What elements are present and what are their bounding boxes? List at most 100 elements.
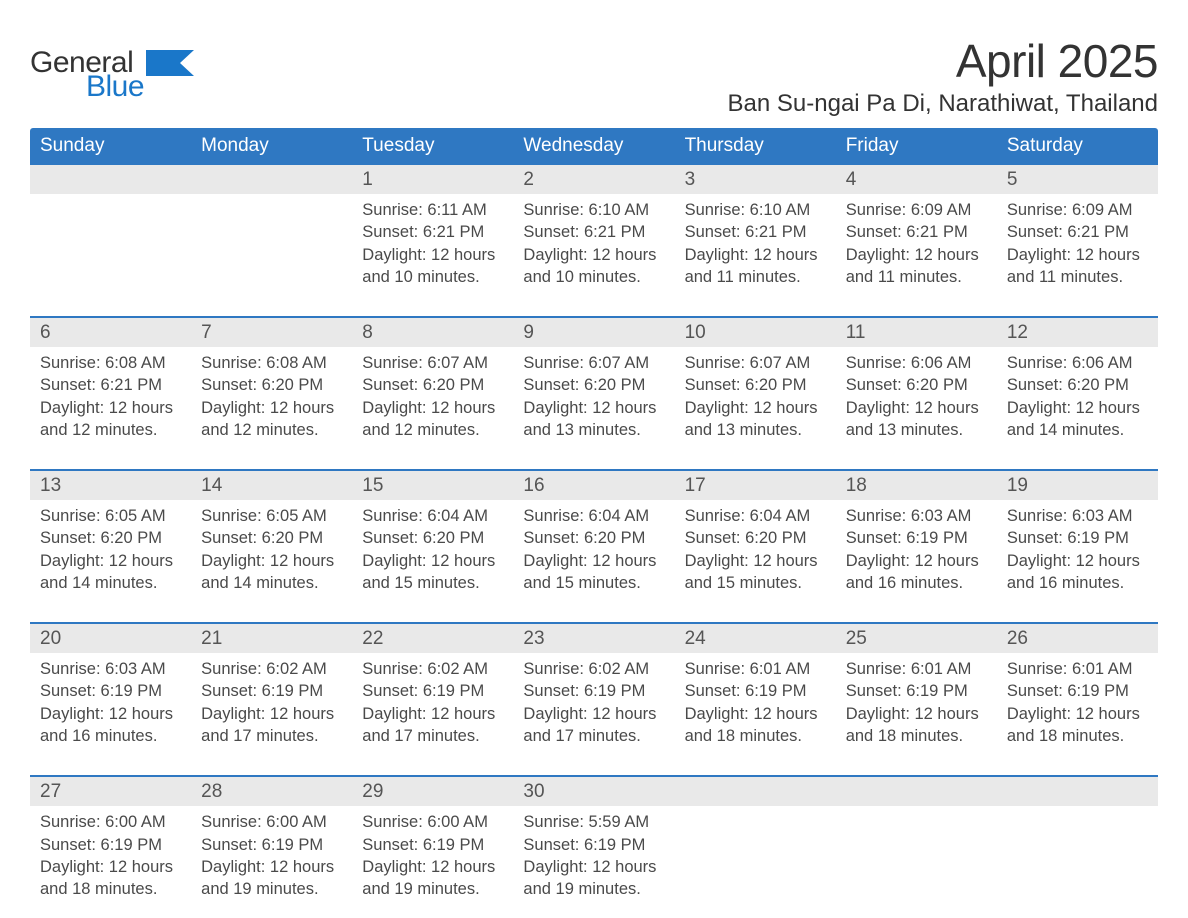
day-sunrise: Sunrise: 6:10 AM xyxy=(523,199,664,221)
day-details-cell: Sunrise: 6:07 AMSunset: 6:20 PMDaylight:… xyxy=(675,347,836,469)
day-details-cell: Sunrise: 6:00 AMSunset: 6:19 PMDaylight:… xyxy=(30,806,191,912)
day-sunset: Sunset: 6:20 PM xyxy=(846,374,987,396)
day-dl2: and 19 minutes. xyxy=(201,878,342,900)
day-sunset: Sunset: 6:20 PM xyxy=(40,527,181,549)
day-dl2: and 15 minutes. xyxy=(362,572,503,594)
day-sunrise: Sunrise: 6:02 AM xyxy=(362,658,503,680)
day-number-cell: 25 xyxy=(836,624,997,653)
day-details-row: Sunrise: 6:11 AMSunset: 6:21 PMDaylight:… xyxy=(30,194,1158,316)
day-sunset: Sunset: 6:19 PM xyxy=(846,680,987,702)
weekday-thursday: Thursday xyxy=(675,128,836,165)
day-sunset: Sunset: 6:21 PM xyxy=(523,221,664,243)
day-number-cell xyxy=(30,165,191,194)
day-number-cell: 10 xyxy=(675,318,836,347)
day-sunset: Sunset: 6:19 PM xyxy=(201,680,342,702)
day-dl1: Daylight: 12 hours xyxy=(40,703,181,725)
day-number-cell: 12 xyxy=(997,318,1158,347)
day-dl1: Daylight: 12 hours xyxy=(846,703,987,725)
day-number-cell xyxy=(191,165,352,194)
day-dl1: Daylight: 12 hours xyxy=(523,244,664,266)
day-details-cell: Sunrise: 6:01 AMSunset: 6:19 PMDaylight:… xyxy=(675,653,836,775)
day-dl2: and 15 minutes. xyxy=(523,572,664,594)
day-dl2: and 14 minutes. xyxy=(1007,419,1148,441)
day-dl2: and 16 minutes. xyxy=(1007,572,1148,594)
day-dl1: Daylight: 12 hours xyxy=(846,397,987,419)
day-number-cell: 24 xyxy=(675,624,836,653)
day-dl2: and 13 minutes. xyxy=(685,419,826,441)
day-dl2: and 10 minutes. xyxy=(523,266,664,288)
day-dl1: Daylight: 12 hours xyxy=(523,397,664,419)
day-dl2: and 11 minutes. xyxy=(846,266,987,288)
day-dl2: and 14 minutes. xyxy=(40,572,181,594)
day-dl2: and 12 minutes. xyxy=(40,419,181,441)
day-sunset: Sunset: 6:21 PM xyxy=(846,221,987,243)
day-dl2: and 11 minutes. xyxy=(1007,266,1148,288)
day-details-cell: Sunrise: 6:08 AMSunset: 6:21 PMDaylight:… xyxy=(30,347,191,469)
day-details-cell: Sunrise: 5:59 AMSunset: 6:19 PMDaylight:… xyxy=(513,806,674,912)
day-number-cell: 23 xyxy=(513,624,674,653)
day-details-cell: Sunrise: 6:07 AMSunset: 6:20 PMDaylight:… xyxy=(513,347,674,469)
day-dl2: and 14 minutes. xyxy=(201,572,342,594)
day-details-cell: Sunrise: 6:02 AMSunset: 6:19 PMDaylight:… xyxy=(352,653,513,775)
day-details-cell: Sunrise: 6:00 AMSunset: 6:19 PMDaylight:… xyxy=(191,806,352,912)
day-dl1: Daylight: 12 hours xyxy=(40,856,181,878)
day-sunrise: Sunrise: 6:08 AM xyxy=(40,352,181,374)
day-number-cell: 11 xyxy=(836,318,997,347)
day-dl1: Daylight: 12 hours xyxy=(846,550,987,572)
day-details-cell: Sunrise: 6:05 AMSunset: 6:20 PMDaylight:… xyxy=(191,500,352,622)
day-details-cell: Sunrise: 6:09 AMSunset: 6:21 PMDaylight:… xyxy=(836,194,997,316)
month-title: April 2025 xyxy=(728,34,1158,88)
day-sunrise: Sunrise: 6:08 AM xyxy=(201,352,342,374)
day-sunrise: Sunrise: 6:00 AM xyxy=(362,811,503,833)
day-details-cell: Sunrise: 6:03 AMSunset: 6:19 PMDaylight:… xyxy=(836,500,997,622)
day-sunset: Sunset: 6:19 PM xyxy=(362,834,503,856)
day-sunset: Sunset: 6:21 PM xyxy=(1007,221,1148,243)
logo: General Blue xyxy=(30,48,196,102)
day-dl1: Daylight: 12 hours xyxy=(362,856,503,878)
day-sunset: Sunset: 6:19 PM xyxy=(201,834,342,856)
day-sunrise: Sunrise: 6:00 AM xyxy=(201,811,342,833)
day-number-row: 13141516171819 xyxy=(30,471,1158,500)
day-dl2: and 19 minutes. xyxy=(362,878,503,900)
day-dl1: Daylight: 12 hours xyxy=(685,550,826,572)
day-dl1: Daylight: 12 hours xyxy=(846,244,987,266)
day-sunrise: Sunrise: 6:02 AM xyxy=(523,658,664,680)
day-details-cell: Sunrise: 6:10 AMSunset: 6:21 PMDaylight:… xyxy=(513,194,674,316)
day-details-cell: Sunrise: 6:07 AMSunset: 6:20 PMDaylight:… xyxy=(352,347,513,469)
day-number-cell: 14 xyxy=(191,471,352,500)
day-details-cell: Sunrise: 6:03 AMSunset: 6:19 PMDaylight:… xyxy=(997,500,1158,622)
day-number-row: 27282930 xyxy=(30,777,1158,806)
day-dl2: and 17 minutes. xyxy=(362,725,503,747)
day-details-cell: Sunrise: 6:09 AMSunset: 6:21 PMDaylight:… xyxy=(997,194,1158,316)
day-dl1: Daylight: 12 hours xyxy=(523,856,664,878)
day-dl1: Daylight: 12 hours xyxy=(685,244,826,266)
day-details-cell: Sunrise: 6:00 AMSunset: 6:19 PMDaylight:… xyxy=(352,806,513,912)
day-sunrise: Sunrise: 6:09 AM xyxy=(1007,199,1148,221)
day-dl2: and 18 minutes. xyxy=(1007,725,1148,747)
day-dl2: and 12 minutes. xyxy=(201,419,342,441)
day-number-cell: 4 xyxy=(836,165,997,194)
day-sunrise: Sunrise: 6:10 AM xyxy=(685,199,826,221)
day-details-cell: Sunrise: 6:04 AMSunset: 6:20 PMDaylight:… xyxy=(675,500,836,622)
day-details-cell xyxy=(836,806,997,912)
day-details-cell: Sunrise: 6:02 AMSunset: 6:19 PMDaylight:… xyxy=(191,653,352,775)
day-details-cell: Sunrise: 6:01 AMSunset: 6:19 PMDaylight:… xyxy=(997,653,1158,775)
day-dl2: and 15 minutes. xyxy=(685,572,826,594)
day-dl1: Daylight: 12 hours xyxy=(40,550,181,572)
day-number-cell: 7 xyxy=(191,318,352,347)
day-number-row: 12345 xyxy=(30,165,1158,194)
weekday-saturday: Saturday xyxy=(997,128,1158,165)
day-number-cell: 13 xyxy=(30,471,191,500)
day-sunrise: Sunrise: 6:07 AM xyxy=(685,352,826,374)
day-sunrise: Sunrise: 6:07 AM xyxy=(523,352,664,374)
day-details-cell: Sunrise: 6:08 AMSunset: 6:20 PMDaylight:… xyxy=(191,347,352,469)
weekday-tuesday: Tuesday xyxy=(352,128,513,165)
day-sunrise: Sunrise: 6:04 AM xyxy=(523,505,664,527)
day-sunrise: Sunrise: 6:01 AM xyxy=(846,658,987,680)
day-sunrise: Sunrise: 6:01 AM xyxy=(1007,658,1148,680)
day-sunrise: Sunrise: 6:00 AM xyxy=(40,811,181,833)
day-number-cell: 1 xyxy=(352,165,513,194)
day-number-cell: 6 xyxy=(30,318,191,347)
day-number-cell: 30 xyxy=(513,777,674,806)
day-sunset: Sunset: 6:20 PM xyxy=(523,374,664,396)
